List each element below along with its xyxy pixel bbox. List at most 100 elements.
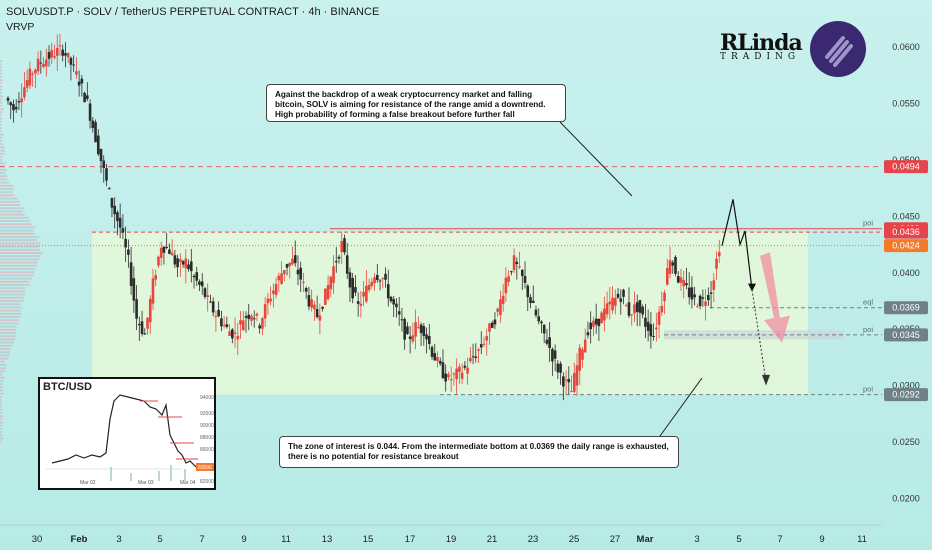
btc-inset-plot: 83096 94000 92000 90000 88000 86000 8200… xyxy=(40,379,214,488)
note-top[interactable]: Against the backdrop of a weak cryptocur… xyxy=(266,84,566,122)
candle-body xyxy=(589,323,592,329)
volume-profile-bar xyxy=(0,230,34,232)
candle-body xyxy=(160,248,163,258)
candle-body xyxy=(280,273,283,283)
volume-profile-bar xyxy=(0,402,2,404)
volume-profile-bar xyxy=(0,76,2,78)
x-tick-label: 9 xyxy=(241,534,246,545)
volume-profile-bar xyxy=(0,82,2,84)
candle-body xyxy=(20,98,23,102)
candle-body xyxy=(718,252,721,256)
candle-body xyxy=(23,87,26,97)
candle-body xyxy=(507,276,510,282)
candle-body xyxy=(521,270,524,276)
volume-profile-bar xyxy=(0,354,10,356)
candle-body xyxy=(146,318,149,329)
y-tick-label: 0.0600 xyxy=(892,42,920,52)
x-tick-label: 11 xyxy=(857,534,867,545)
x-tick-label: 25 xyxy=(569,534,580,545)
volume-profile-bar xyxy=(0,284,30,286)
candle-body xyxy=(53,56,56,58)
x-tick-label: 3 xyxy=(694,534,699,545)
candle-body xyxy=(680,277,683,282)
level-caption-poi-top: poi xyxy=(863,219,873,228)
candle-body xyxy=(31,74,34,75)
symbol-title[interactable]: SOLVUSDT.P · SOLV / TetherUS PERPETUAL C… xyxy=(6,6,379,18)
candle-body xyxy=(236,336,239,339)
btc-inset-chart[interactable]: BTC/USD 83096 94000 92000 90000 88000 86… xyxy=(38,377,216,490)
svg-text:94000: 94000 xyxy=(200,395,214,401)
candle-body xyxy=(691,287,694,299)
candle-body xyxy=(472,356,475,357)
volume-profile-bar xyxy=(0,438,3,440)
candle-body xyxy=(592,321,595,327)
volume-profile-bar xyxy=(0,137,2,139)
candle-body xyxy=(286,264,289,268)
candle-body xyxy=(666,268,669,285)
volume-profile-bar xyxy=(0,89,2,91)
candle-body xyxy=(141,321,144,333)
candle-body xyxy=(272,291,275,294)
volume-profile-bar xyxy=(0,233,35,235)
volume-profile-bar xyxy=(0,156,2,158)
svg-text:88000: 88000 xyxy=(200,435,214,441)
indicator-label[interactable]: VRVP xyxy=(6,21,379,33)
volume-profile-bar xyxy=(0,310,20,312)
candle-body xyxy=(113,206,116,214)
candle-body xyxy=(617,294,620,298)
volume-profile-bar xyxy=(0,252,42,254)
candle-body xyxy=(343,238,346,252)
volume-profile-bar xyxy=(0,86,2,88)
volume-profile-bar xyxy=(0,348,11,350)
candle-body xyxy=(587,332,590,335)
volume-profile-bar xyxy=(0,70,2,72)
candle-body xyxy=(64,53,67,55)
volume-profile-bar xyxy=(0,262,37,264)
svg-text:82000: 82000 xyxy=(200,479,214,485)
candle-body xyxy=(702,297,705,298)
chart-header: SOLVUSDT.P · SOLV / TetherUS PERPETUAL C… xyxy=(6,6,379,33)
volume-profile-bar xyxy=(0,409,2,411)
candle-body xyxy=(319,315,322,320)
candle-body xyxy=(365,286,368,302)
volume-profile-bar xyxy=(0,153,5,155)
candle-body xyxy=(633,304,636,313)
candle-body xyxy=(267,299,270,304)
x-tick-label: Feb xyxy=(71,534,88,545)
candle-body xyxy=(609,301,612,304)
candle-body xyxy=(133,278,136,300)
svg-text:Mar 03: Mar 03 xyxy=(138,480,154,486)
candle-body xyxy=(50,50,53,57)
candle-body xyxy=(573,373,576,392)
candle-body xyxy=(313,305,316,310)
candle-body xyxy=(428,336,431,344)
volume-profile-bar xyxy=(0,319,19,321)
volume-profile-bar xyxy=(0,345,12,347)
candle-body xyxy=(502,296,505,304)
candle-body xyxy=(357,301,360,304)
candle-body xyxy=(223,325,226,326)
candle-body xyxy=(212,301,215,312)
candle-body xyxy=(34,70,37,74)
volume-profile-bar xyxy=(0,374,2,376)
candle-body xyxy=(324,289,327,305)
volume-profile-bar xyxy=(0,191,13,193)
candle-body xyxy=(190,261,193,271)
price-badge-label: 0.0369 xyxy=(892,303,920,313)
candle-body xyxy=(712,280,715,290)
candle-body xyxy=(403,319,406,340)
candle-body xyxy=(494,320,497,325)
candle-body xyxy=(135,299,138,319)
volume-profile-bar xyxy=(0,146,5,148)
candle-body xyxy=(578,348,581,371)
volume-profile-bar xyxy=(0,188,14,190)
candle-body xyxy=(669,260,672,274)
candle-body xyxy=(652,336,655,337)
volume-profile-bar xyxy=(0,278,32,280)
volume-profile-bar xyxy=(0,329,16,331)
candle-body xyxy=(100,149,103,161)
svg-text:Mar 02: Mar 02 xyxy=(80,480,96,486)
candle-body xyxy=(111,198,114,208)
note-bottom[interactable]: The zone of interest is 0.044. From the … xyxy=(279,436,679,468)
volume-profile-bar xyxy=(0,169,7,171)
